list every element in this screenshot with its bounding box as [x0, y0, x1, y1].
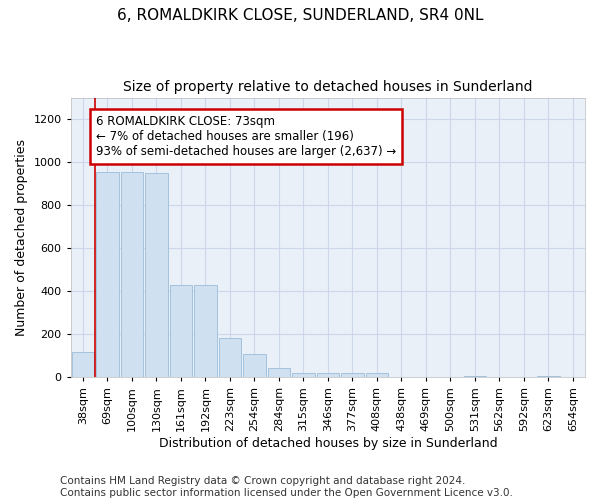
- Text: Contains HM Land Registry data © Crown copyright and database right 2024.
Contai: Contains HM Land Registry data © Crown c…: [60, 476, 513, 498]
- Text: 6 ROMALDKIRK CLOSE: 73sqm
← 7% of detached houses are smaller (196)
93% of semi-: 6 ROMALDKIRK CLOSE: 73sqm ← 7% of detach…: [95, 115, 396, 158]
- Text: 6, ROMALDKIRK CLOSE, SUNDERLAND, SR4 0NL: 6, ROMALDKIRK CLOSE, SUNDERLAND, SR4 0NL: [117, 8, 483, 22]
- Bar: [96, 172, 119, 378]
- Bar: [170, 285, 192, 378]
- Bar: [194, 285, 217, 378]
- Bar: [121, 172, 143, 378]
- Bar: [537, 376, 560, 378]
- Bar: [341, 373, 364, 378]
- Y-axis label: Number of detached properties: Number of detached properties: [15, 139, 28, 336]
- X-axis label: Distribution of detached houses by size in Sunderland: Distribution of detached houses by size …: [158, 437, 497, 450]
- Bar: [292, 373, 314, 378]
- Bar: [317, 373, 339, 378]
- Bar: [268, 368, 290, 378]
- Bar: [243, 354, 266, 378]
- Bar: [365, 374, 388, 378]
- Title: Size of property relative to detached houses in Sunderland: Size of property relative to detached ho…: [123, 80, 533, 94]
- Bar: [464, 376, 486, 378]
- Bar: [71, 352, 94, 378]
- Bar: [145, 173, 167, 378]
- Bar: [218, 338, 241, 378]
